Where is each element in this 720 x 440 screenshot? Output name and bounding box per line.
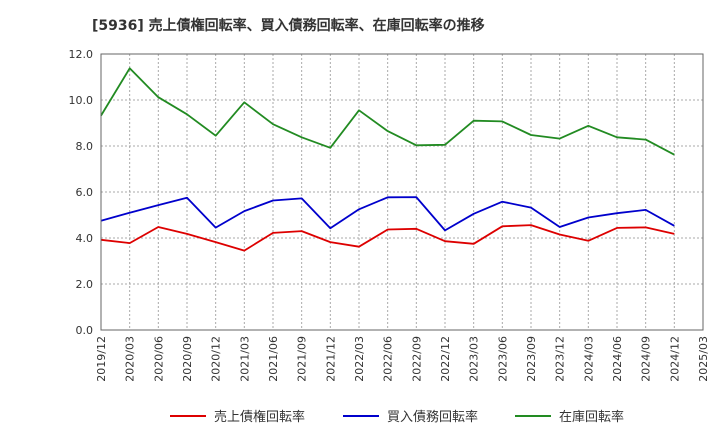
y-tick-label: 10.0 (69, 94, 94, 107)
x-tick-label: 2024/12 (668, 336, 681, 382)
x-tick-label: 2022/09 (410, 336, 423, 382)
x-tick-label: 2021/03 (238, 336, 251, 382)
y-tick-label: 12.0 (69, 48, 94, 61)
x-tick-label: 2020/12 (210, 336, 223, 382)
x-tick-label: 2022/06 (382, 336, 395, 382)
y-tick-label: 6.0 (76, 186, 94, 199)
legend: 売上債権回転率 買入債務回転率 在庫回転率 (170, 409, 624, 425)
y-tick-label: 0.0 (76, 324, 94, 337)
x-tick-label: 2020/09 (181, 336, 194, 382)
series-line-3 (100, 67, 675, 156)
x-tick-label: 2024/06 (611, 336, 624, 382)
x-tick-label: 2021/12 (324, 336, 337, 382)
legend-label-1: 売上債権回転率 (214, 409, 305, 425)
x-tick-label: 2019/12 (95, 336, 108, 382)
x-tick-label: 2023/12 (554, 336, 567, 382)
x-tick-label: 2020/03 (124, 336, 137, 382)
x-tick-label: 2022/03 (353, 336, 366, 382)
x-tick-label: 2024/09 (640, 336, 653, 382)
x-tick-label: 2023/03 (468, 336, 481, 382)
series-line-2 (100, 196, 675, 232)
x-tick-label: 2021/06 (267, 336, 280, 382)
grid-lines (101, 54, 703, 330)
x-tick-label: 2023/09 (525, 336, 538, 382)
x-tick-label: 2022/12 (439, 336, 452, 382)
chart-title: [5936] 売上債権回転率、買入債務回転率、在庫回転率の推移 (92, 17, 485, 34)
series-lines (100, 67, 675, 252)
x-tick-label: 2024/03 (582, 336, 595, 382)
x-tick-label: 2025/03 (697, 336, 710, 382)
legend-label-3: 在庫回転率 (559, 409, 624, 425)
y-axis-ticks: 0.0 2.0 4.0 6.0 8.0 10.0 12.0 (69, 48, 94, 337)
legend-label-2: 買入債務回転率 (387, 409, 478, 425)
x-axis-ticks: 2019/12 2020/03 2020/06 2020/09 2020/12 2021/… (95, 336, 710, 382)
x-tick-label: 2023/06 (496, 336, 509, 382)
x-tick-label: 2021/09 (296, 336, 309, 382)
series-line-1 (100, 224, 675, 252)
y-tick-label: 4.0 (76, 232, 94, 245)
x-tick-label: 2020/06 (152, 336, 165, 382)
plot-frame (100, 53, 704, 331)
y-tick-label: 2.0 (76, 278, 94, 291)
y-tick-label: 8.0 (76, 140, 94, 153)
